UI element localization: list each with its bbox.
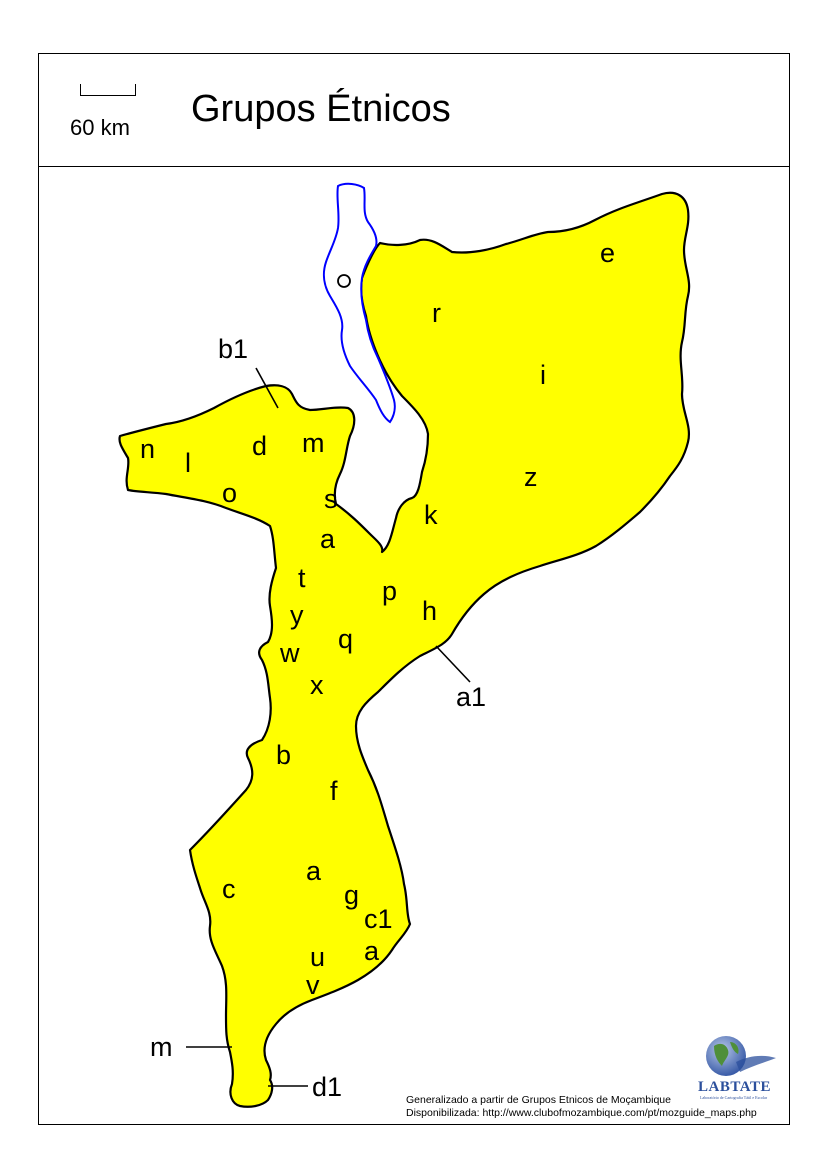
label-a-north: a	[320, 524, 336, 554]
label-c1: c1	[364, 904, 393, 934]
label-u: u	[310, 942, 325, 972]
label-e: e	[600, 238, 615, 268]
lake-island-marker	[337, 274, 351, 288]
label-t: t	[298, 563, 306, 593]
logo-name: LABTATE	[698, 1079, 771, 1095]
label-v: v	[306, 970, 320, 1000]
label-m-south: m	[150, 1032, 173, 1062]
label-a-coast: a	[364, 936, 380, 966]
leader-line-b1	[255, 367, 279, 409]
globe-icon	[706, 1036, 776, 1076]
label-l: l	[185, 448, 191, 478]
page-title: Grupos Étnicos	[191, 88, 451, 130]
label-s: s	[324, 484, 338, 514]
label-b: b	[276, 740, 291, 770]
label-h: h	[422, 596, 437, 626]
label-b1: b1	[218, 334, 248, 364]
label-k: k	[424, 500, 438, 530]
label-n: n	[140, 434, 155, 464]
scale-bar	[80, 84, 136, 96]
label-q: q	[338, 624, 353, 654]
credit-line-1: Generalizado a partir de Grupos Etnicos …	[406, 1094, 671, 1106]
label-y: y	[290, 600, 304, 630]
label-w: w	[279, 638, 300, 668]
scale-label: 60 km	[70, 115, 130, 140]
label-a-south: a	[306, 856, 322, 886]
label-r: r	[432, 298, 441, 328]
label-p: p	[382, 576, 397, 606]
country-shape	[118, 191, 691, 1108]
label-g: g	[344, 880, 359, 910]
lake-shape	[322, 182, 396, 424]
leader-line-a1	[435, 645, 471, 683]
label-z: z	[524, 462, 538, 492]
credit-line-2: Disponibilizada: http://www.clubofmozamb…	[406, 1107, 757, 1119]
label-o: o	[222, 478, 237, 508]
label-i: i	[540, 360, 546, 390]
logo-subtitle: Laboratório de Cartografia Tátil e Escol…	[700, 1095, 768, 1100]
label-a1: a1	[456, 682, 486, 712]
label-d: d	[252, 431, 267, 461]
map-frame	[38, 53, 790, 1125]
label-c: c	[222, 874, 236, 904]
label-x: x	[310, 670, 324, 700]
label-m: m	[302, 428, 325, 458]
header-divider	[38, 166, 790, 167]
label-d1: d1	[312, 1072, 342, 1102]
label-f: f	[330, 776, 338, 806]
